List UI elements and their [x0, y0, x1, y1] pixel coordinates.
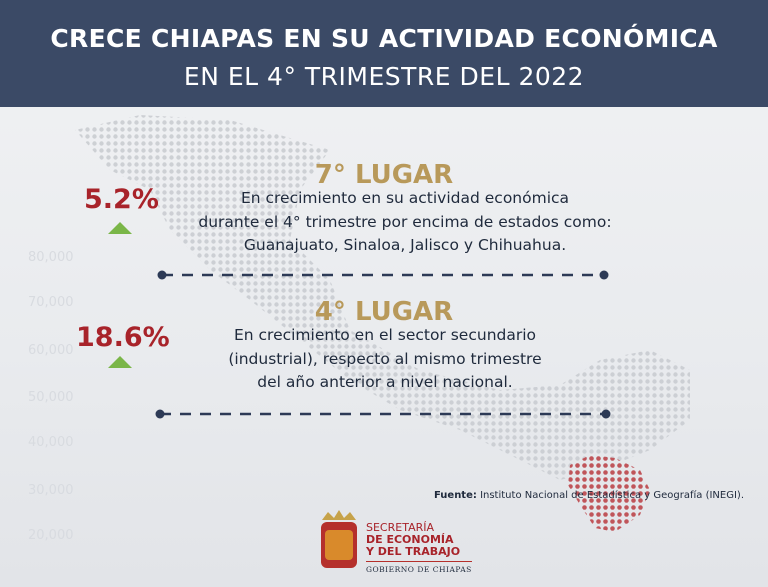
logo-line: Y DEL TRABAJO: [366, 545, 461, 558]
background-number: 60,000: [28, 343, 74, 358]
source-text: Instituto Nacional de Estadística y Geog…: [480, 490, 744, 501]
text-line: (industrial), respecto al mismo trimestr…: [228, 350, 542, 368]
title: CRECE CHIAPAS EN SU ACTIVIDAD ECONÓMICA: [50, 24, 718, 53]
subtitle: EN EL 4° TRIMESTRE DEL 2022: [183, 62, 585, 91]
text-line: durante el 4° trimestre por encima de es…: [198, 213, 612, 231]
text-line: del año anterior a nivel nacional.: [257, 373, 513, 391]
chiapas-dots: [568, 455, 650, 532]
divider-dot: [155, 409, 165, 419]
percent: 18.6%: [76, 322, 170, 353]
rank: 7° LUGAR: [314, 160, 454, 190]
background-number: 50,000: [28, 390, 74, 405]
header: CRECE CHIAPAS EN SU ACTIVIDAD ECONÓMICA …: [0, 0, 768, 107]
logo-line: SECRETARÍA: [366, 521, 435, 534]
divider-dot: [601, 409, 611, 419]
source: Fuente: Instituto Nacional de Estadístic…: [434, 490, 744, 501]
map-dots: [75, 115, 690, 480]
logo-line: DE ECONOMÍA: [366, 533, 454, 546]
text-line: Guanajuato, Sinaloa, Jalisco y Chihuahua…: [243, 236, 567, 254]
divider-dot: [599, 270, 609, 280]
logo-footer: GOBIERNO DE CHIAPAS: [366, 561, 472, 576]
background-number: 20,000: [28, 528, 74, 543]
rank: 4° LUGAR: [314, 297, 454, 327]
text-line: En crecimiento en su actividad económica: [240, 189, 570, 207]
source-label: Fuente:: [433, 490, 477, 501]
up-arrow: [108, 356, 132, 368]
background-number: 30,000: [28, 483, 74, 498]
logo-text: SECRETARÍA DE ECONOMÍA Y DEL TRABAJO GOB…: [366, 522, 472, 576]
background-number: 40,000: [28, 435, 74, 450]
background-number: 80,000: [28, 250, 74, 265]
coat-of-arms: [321, 510, 357, 568]
background-number: 70,000: [28, 295, 74, 310]
up-arrow: [108, 222, 132, 234]
divider-dot: [157, 270, 167, 280]
text-line: En crecimiento en el sector secundario: [233, 326, 537, 344]
percent: 5.2%: [84, 184, 159, 215]
